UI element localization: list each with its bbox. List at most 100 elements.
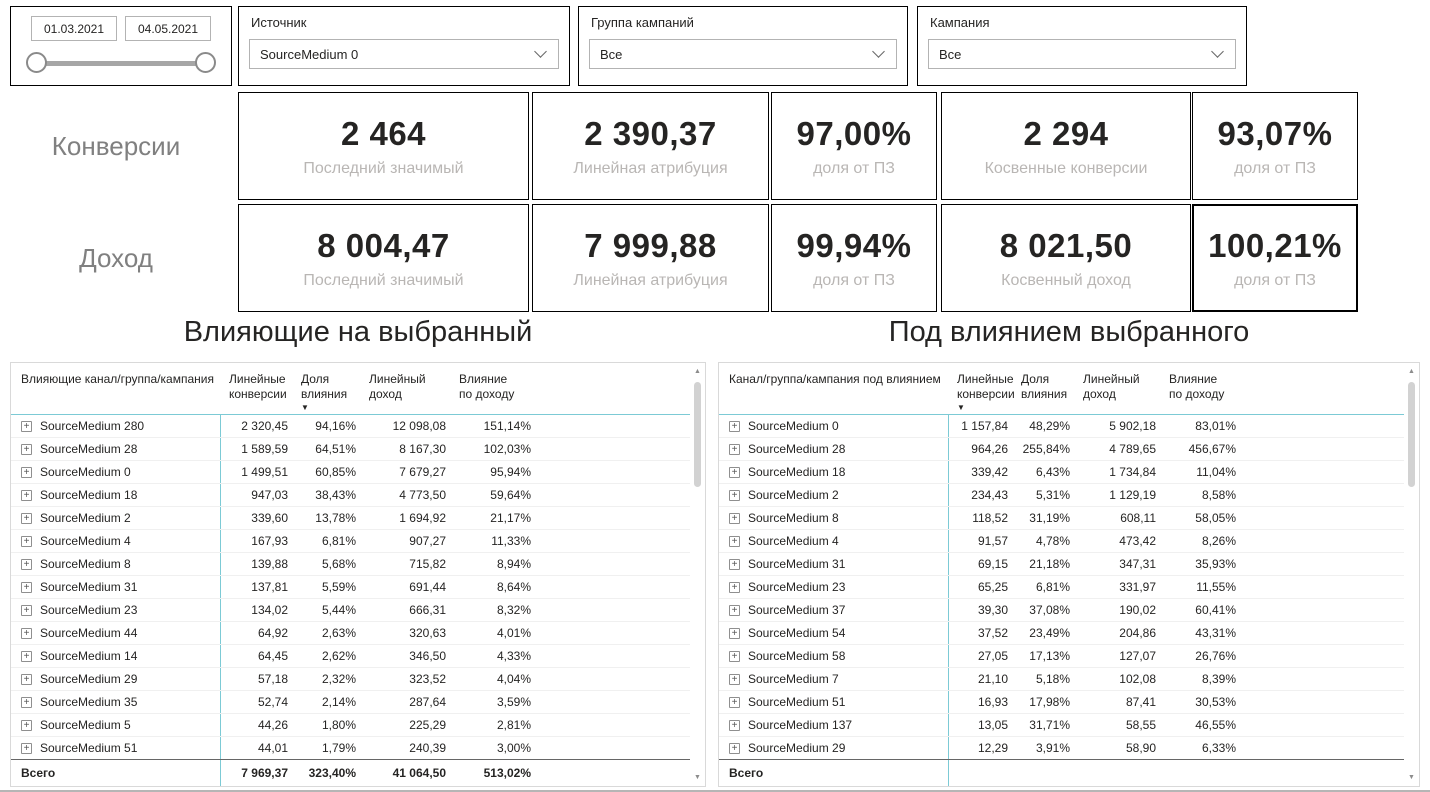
expand-plus-icon[interactable]: + (729, 420, 740, 432)
scroll-down-icon[interactable]: ▼ (1408, 774, 1415, 781)
table-row[interactable]: + SourceMedium 5 44,26 1,80% 225,29 2,81% (11, 714, 690, 737)
expand-plus-icon[interactable]: + (729, 443, 740, 455)
source-dropdown[interactable]: SourceMedium 0 (249, 39, 559, 69)
scroll-thumb[interactable] (694, 382, 701, 487)
expand-plus-icon[interactable]: + (729, 719, 740, 731)
start-date-input[interactable]: 01.03.2021 (31, 16, 117, 41)
expand-plus-icon[interactable]: + (21, 581, 32, 593)
column-header-linear-revenue[interactable]: Линейный доход ▼ (1075, 372, 1161, 414)
filter-campaign: Кампания Все (917, 6, 1247, 86)
expand-plus-icon[interactable]: + (21, 627, 32, 639)
expand-plus-icon[interactable]: + (729, 742, 740, 754)
column-header-influence-share[interactable]: Доля влияния ▼ (293, 372, 361, 414)
table-row[interactable]: + SourceMedium 31 69,15 21,18% 347,31 35,93% (719, 553, 1404, 576)
table-row[interactable]: + SourceMedium 37 39,30 37,08% 190,02 60,41% (719, 599, 1404, 622)
table-row[interactable]: + SourceMedium 23 65,25 6,81% 331,97 11,55% (719, 576, 1404, 599)
table-row[interactable]: + SourceMedium 8 139,88 5,68% 715,82 8,94% (11, 553, 690, 576)
row-value-cell: 57,18 (257, 672, 288, 686)
table-row[interactable]: + SourceMedium 44 64,92 2,63% 320,63 4,01% (11, 622, 690, 645)
column-header-channel[interactable]: Влияющие канал/группа/кампания (21, 372, 214, 386)
table-row[interactable]: + SourceMedium 23 134,02 5,44% 666,31 8,32% (11, 599, 690, 622)
row-name-cell: + SourceMedium 137 (719, 714, 949, 736)
table-row[interactable]: + SourceMedium 0 1 499,51 60,85% 7 679,27 95,… (11, 461, 690, 484)
column-header-linear-conversions[interactable]: Линейные конверсии ▼ (949, 372, 1015, 414)
expand-plus-icon[interactable]: + (21, 466, 32, 478)
column-header-revenue-influence[interactable]: Влияние по доходу ▼ (451, 372, 536, 414)
campaign-dropdown[interactable]: Все (928, 39, 1236, 69)
table-row[interactable]: + SourceMedium 280 2 320,45 94,16% 12 098,08… (11, 415, 690, 438)
table-row[interactable]: + SourceMedium 28 1 589,59 64,51% 8 167,30 10… (11, 438, 690, 461)
expand-plus-icon[interactable]: + (729, 535, 740, 547)
expand-plus-icon[interactable]: + (729, 512, 740, 524)
scroll-up-icon[interactable]: ▲ (694, 368, 701, 375)
vertical-scrollbar[interactable]: ▲ ▼ (691, 364, 704, 785)
expand-plus-icon[interactable]: + (21, 650, 32, 662)
column-header-linear-conversions[interactable]: Линейные конверсии ▼ (221, 372, 293, 414)
row-value-cell: 4,33% (496, 649, 531, 663)
table-row[interactable]: + SourceMedium 18 339,42 6,43% 1 734,84 11,04… (719, 461, 1404, 484)
kpi-caption: Последний значимый (303, 271, 464, 289)
chevron-down-icon (872, 45, 885, 58)
row-value-cell: 87,41 (1125, 695, 1156, 709)
expand-plus-icon[interactable]: + (729, 650, 740, 662)
expand-plus-icon[interactable]: + (21, 719, 32, 731)
table-row[interactable]: + SourceMedium 8 118,52 31,19% 608,11 58,05% (719, 507, 1404, 530)
expand-plus-icon[interactable]: + (21, 673, 32, 685)
table-row[interactable]: + SourceMedium 54 37,52 23,49% 204,86 43,31% (719, 622, 1404, 645)
table-row[interactable]: + SourceMedium 28 964,26 255,84% 4 789,65 456… (719, 438, 1404, 461)
expand-plus-icon[interactable]: + (729, 696, 740, 708)
table-row[interactable]: + SourceMedium 4 91,57 4,78% 473,42 8,26% (719, 530, 1404, 553)
table-row[interactable]: + SourceMedium 31 137,81 5,59% 691,44 8,64% (11, 576, 690, 599)
row-value-cell: 2,32% (321, 672, 356, 686)
expand-plus-icon[interactable]: + (21, 742, 32, 754)
row-value-cell: 2 320,45 (241, 419, 288, 433)
scroll-down-icon[interactable]: ▼ (694, 774, 701, 781)
column-header-influence-share[interactable]: Доля влияния ▼ (1013, 372, 1075, 414)
table-row[interactable]: + SourceMedium 18 947,03 38,43% 4 773,50 59,6… (11, 484, 690, 507)
table-header: Канал/группа/кампания под влиянием Линей… (719, 363, 1404, 415)
scroll-thumb[interactable] (1408, 382, 1415, 487)
expand-plus-icon[interactable]: + (729, 581, 740, 593)
column-header-channel[interactable]: Канал/группа/кампания под влиянием (729, 372, 941, 386)
expand-plus-icon[interactable]: + (729, 558, 740, 570)
expand-plus-icon[interactable]: + (21, 420, 32, 432)
expand-plus-icon[interactable]: + (729, 466, 740, 478)
table-row[interactable]: + SourceMedium 137 13,05 31,71% 58,55 46,55% (719, 714, 1404, 737)
slider-handle-start[interactable] (26, 52, 47, 73)
table-row[interactable]: + SourceMedium 7 21,10 5,18% 102,08 8,39% (719, 668, 1404, 691)
slider-handle-end[interactable] (195, 52, 216, 73)
date-range-slider[interactable] (26, 52, 216, 74)
vertical-scrollbar[interactable]: ▲ ▼ (1405, 364, 1418, 785)
kpi-value: 7 999,88 (584, 226, 717, 264)
table-row[interactable]: + SourceMedium 2 339,60 13,78% 1 694,92 21,17… (11, 507, 690, 530)
table-row[interactable]: + SourceMedium 14 64,45 2,62% 346,50 4,33% (11, 645, 690, 668)
table-row[interactable]: + SourceMedium 51 44,01 1,79% 240,39 3,00% (11, 737, 690, 760)
table-row[interactable]: + SourceMedium 29 12,29 3,91% 58,90 6,33% (719, 737, 1404, 760)
expand-plus-icon[interactable]: + (21, 558, 32, 570)
table-row[interactable]: + SourceMedium 0 1 157,84 48,29% 5 902,18 83,… (719, 415, 1404, 438)
row-value-cell: 240,39 (409, 741, 446, 755)
table-row[interactable]: + SourceMedium 29 57,18 2,32% 323,52 4,04% (11, 668, 690, 691)
expand-plus-icon[interactable]: + (21, 489, 32, 501)
expand-plus-icon[interactable]: + (729, 627, 740, 639)
campaign-group-dropdown[interactable]: Все (589, 39, 897, 69)
scroll-up-icon[interactable]: ▲ (1408, 368, 1415, 375)
column-header-linear-revenue[interactable]: Линейный доход ▼ (361, 372, 451, 414)
expand-plus-icon[interactable]: + (729, 604, 740, 616)
expand-plus-icon[interactable]: + (21, 604, 32, 616)
expand-plus-icon[interactable]: + (21, 535, 32, 547)
table-row[interactable]: + SourceMedium 58 27,05 17,13% 127,07 26,76% (719, 645, 1404, 668)
expand-plus-icon[interactable]: + (729, 673, 740, 685)
table-row[interactable]: + SourceMedium 2 234,43 5,31% 1 129,19 8,58% (719, 484, 1404, 507)
end-date-input[interactable]: 04.05.2021 (125, 16, 211, 41)
expand-plus-icon[interactable]: + (729, 489, 740, 501)
column-header-revenue-influence[interactable]: Влияние по доходу ▼ (1161, 372, 1241, 414)
expand-plus-icon[interactable]: + (21, 512, 32, 524)
expand-plus-icon[interactable]: + (21, 443, 32, 455)
table-row[interactable]: + SourceMedium 4 167,93 6,81% 907,27 11,33% (11, 530, 690, 553)
row-value-cell: 37,08% (1029, 603, 1070, 617)
expand-plus-icon[interactable]: + (21, 696, 32, 708)
table-row[interactable]: + SourceMedium 51 16,93 17,98% 87,41 30,53% (719, 691, 1404, 714)
row-value-cell: 5,31% (1035, 488, 1070, 502)
table-row[interactable]: + SourceMedium 35 52,74 2,14% 287,64 3,59% (11, 691, 690, 714)
